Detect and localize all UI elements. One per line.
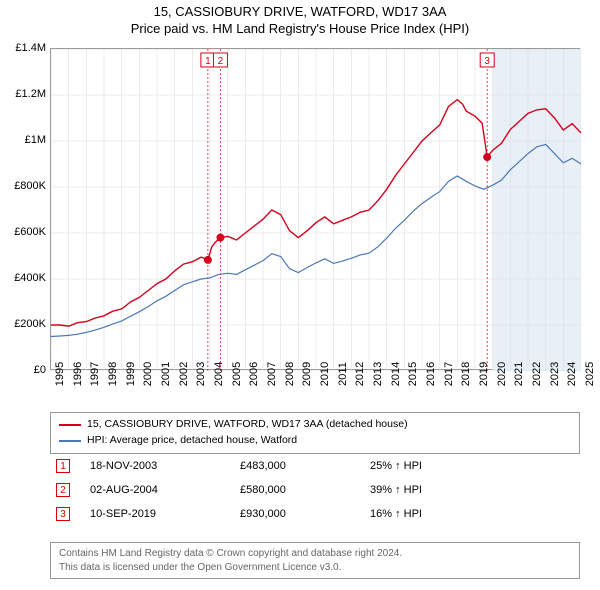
- ytick-label: £1M: [25, 134, 46, 146]
- xtick-label: 2015: [407, 362, 419, 386]
- xtick-label: 2021: [513, 362, 525, 386]
- xtick-label: 2014: [390, 362, 402, 386]
- plot-area: 12 3: [50, 48, 580, 370]
- legend-swatch-1: [59, 424, 81, 426]
- xtick-label: 2019: [478, 362, 490, 386]
- chart-container: 15, CASSIOBURY DRIVE, WATFORD, WD17 3AA …: [0, 0, 600, 590]
- xtick-label: 2013: [372, 362, 384, 386]
- svg-text:1: 1: [205, 56, 211, 67]
- xtick-label: 2001: [160, 362, 172, 386]
- footer-line-2: This data is licensed under the Open Gov…: [59, 561, 571, 575]
- sale-date: 10-SEP-2019: [90, 508, 240, 520]
- svg-text:2: 2: [218, 56, 224, 67]
- sale-diff: 39% ↑ HPI: [370, 484, 480, 496]
- sale-price: £580,000: [240, 484, 370, 496]
- ytick-label: £1.2M: [15, 88, 46, 100]
- xtick-label: 1998: [107, 362, 119, 386]
- ytick-label: £0: [34, 364, 46, 376]
- xtick-label: 2016: [425, 362, 437, 386]
- xtick-label: 1999: [125, 362, 137, 386]
- ytick-label: £200K: [14, 318, 46, 330]
- title-line-2: Price paid vs. HM Land Registry's House …: [0, 21, 600, 38]
- xtick-label: 2005: [231, 362, 243, 386]
- xtick-label: 2003: [195, 362, 207, 386]
- sales-table: 1 18-NOV-2003£483,00025% ↑ HPI 2 02-AUG-200…: [50, 454, 580, 526]
- sale-price: £483,000: [240, 460, 370, 472]
- xtick-label: 2025: [584, 362, 596, 386]
- xtick-label: 2002: [178, 362, 190, 386]
- xtick-label: 2008: [284, 362, 296, 386]
- sale-date: 02-AUG-2004: [90, 484, 240, 496]
- xtick-label: 2010: [319, 362, 331, 386]
- legend-label-2: HPI: Average price, detached house, Watf…: [87, 433, 297, 449]
- xtick-label: 1997: [89, 362, 101, 386]
- xtick-label: 1996: [72, 362, 84, 386]
- xtick-label: 2000: [142, 362, 154, 386]
- ytick-label: £800K: [14, 180, 46, 192]
- footer-line-1: Contains HM Land Registry data © Crown c…: [59, 547, 571, 561]
- xtick-label: 2022: [531, 362, 543, 386]
- footer-attribution: Contains HM Land Registry data © Crown c…: [50, 542, 580, 579]
- xtick-label: 1995: [54, 362, 66, 386]
- legend-row-2: HPI: Average price, detached house, Watf…: [59, 433, 571, 449]
- xtick-label: 2012: [354, 362, 366, 386]
- chart-title: 15, CASSIOBURY DRIVE, WATFORD, WD17 3AA …: [0, 0, 600, 38]
- svg-text:3: 3: [484, 56, 490, 67]
- title-line-1: 15, CASSIOBURY DRIVE, WATFORD, WD17 3AA: [0, 4, 600, 21]
- xtick-label: 2006: [248, 362, 260, 386]
- ytick-label: £600K: [14, 226, 46, 238]
- sale-marker-num: 3: [56, 507, 70, 521]
- legend-swatch-2: [59, 440, 81, 442]
- xtick-label: 2011: [337, 362, 349, 386]
- xtick-label: 2018: [460, 362, 472, 386]
- xtick-label: 2007: [266, 362, 278, 386]
- sales-row: 2 02-AUG-2004£580,00039% ↑ HPI: [50, 478, 580, 502]
- xtick-label: 2020: [496, 362, 508, 386]
- sale-date: 18-NOV-2003: [90, 460, 240, 472]
- chart-svg: 12 3: [51, 49, 581, 371]
- sale-marker-num: 1: [56, 459, 70, 473]
- sales-row: 1 18-NOV-2003£483,00025% ↑ HPI: [50, 454, 580, 478]
- xtick-label: 2004: [213, 362, 225, 386]
- sale-diff: 25% ↑ HPI: [370, 460, 480, 472]
- xtick-label: 2009: [301, 362, 313, 386]
- sale-marker-num: 2: [56, 483, 70, 497]
- sale-price: £930,000: [240, 508, 370, 520]
- sales-row: 3 10-SEP-2019£930,00016% ↑ HPI: [50, 502, 580, 526]
- legend-row-1: 15, CASSIOBURY DRIVE, WATFORD, WD17 3AA …: [59, 417, 571, 433]
- xtick-label: 2024: [566, 362, 578, 386]
- xtick-label: 2023: [549, 362, 561, 386]
- sale-diff: 16% ↑ HPI: [370, 508, 480, 520]
- legend-label-1: 15, CASSIOBURY DRIVE, WATFORD, WD17 3AA …: [87, 417, 408, 433]
- xtick-label: 2017: [443, 362, 455, 386]
- legend: 15, CASSIOBURY DRIVE, WATFORD, WD17 3AA …: [50, 412, 580, 454]
- ytick-label: £1.4M: [15, 42, 46, 54]
- ytick-label: £400K: [14, 272, 46, 284]
